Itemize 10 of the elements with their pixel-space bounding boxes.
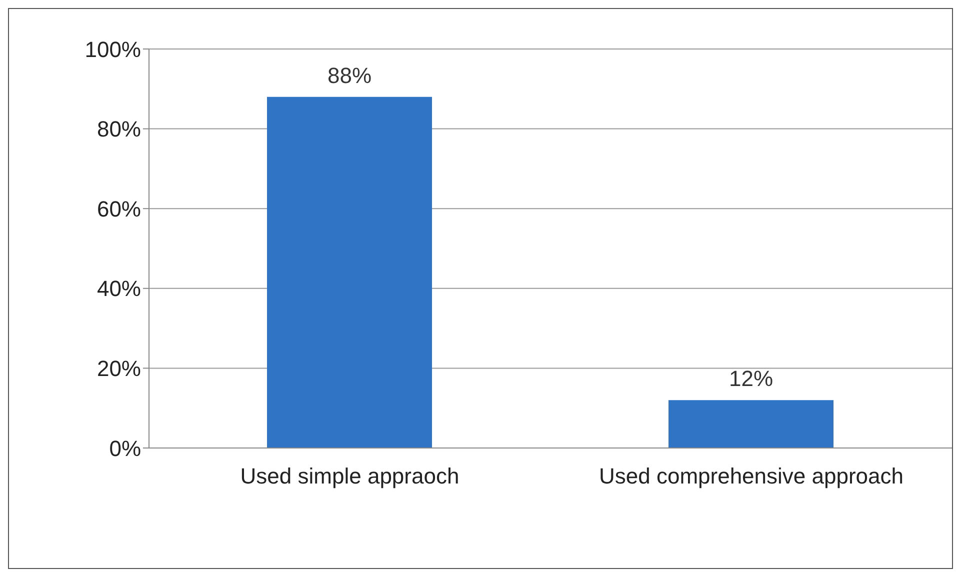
x-tick-label: Used simple appraoch [240, 464, 460, 489]
data-label: 88% [327, 62, 372, 88]
y-tick-label: 60% [96, 196, 141, 222]
y-tick-label: 0% [109, 436, 141, 461]
x-tick-label: Used comprehensive approach [598, 464, 904, 489]
y-tick-label: 20% [96, 356, 141, 382]
y-tick-label: 40% [96, 276, 141, 302]
y-tick-label: 100% [84, 36, 141, 62]
y-tick-label: 80% [96, 116, 141, 142]
data-label: 12% [728, 366, 774, 392]
